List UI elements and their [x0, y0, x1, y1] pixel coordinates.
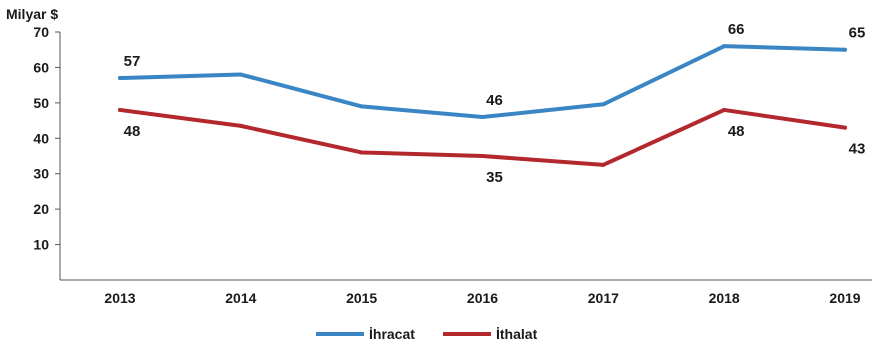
legend-label: İthalat — [496, 326, 538, 342]
data-label: 48 — [728, 123, 745, 140]
data-labels: 57 46 66 65 48 35 48 43 — [124, 21, 866, 186]
data-label: 43 — [849, 141, 866, 158]
legend: İhracat İthalat — [316, 326, 538, 342]
x-tick-label: 2015 — [346, 290, 377, 306]
series-line-1 — [118, 44, 847, 120]
y-tick-label: 30 — [33, 166, 49, 182]
unit-label: Milyar $ — [6, 6, 58, 22]
x-tick-label: 2016 — [467, 290, 498, 306]
data-label: 66 — [728, 21, 745, 38]
data-point — [722, 44, 727, 49]
data-label: 48 — [124, 123, 141, 140]
data-point — [238, 123, 243, 128]
data-point — [480, 154, 485, 158]
x-tick-label: 2013 — [104, 290, 135, 306]
data-point — [118, 107, 122, 112]
data-point — [118, 76, 122, 81]
y-tick-label: 20 — [33, 201, 49, 217]
y-tick-label: 70 — [33, 24, 49, 40]
data-label: 35 — [486, 169, 503, 186]
data-point — [359, 150, 364, 155]
y-tick-label: 50 — [33, 95, 49, 111]
data-point — [843, 47, 847, 52]
series-layer — [118, 44, 847, 167]
data-point — [601, 102, 606, 107]
y-tick-label: 40 — [33, 130, 49, 146]
x-tick-label: 2018 — [709, 290, 740, 306]
data-point — [601, 162, 606, 167]
x-tick-label: 2014 — [225, 290, 256, 306]
x-tick-label: 2017 — [588, 290, 619, 306]
y-axis-ticks: 10 20 30 40 50 60 70 — [33, 24, 60, 253]
y-tick-label: 10 — [33, 237, 49, 253]
data-point — [722, 107, 727, 112]
data-label: 57 — [124, 53, 141, 70]
legend-label: İhracat — [369, 326, 415, 342]
data-point — [359, 104, 364, 109]
x-axis-ticks: 2013 2014 2015 2016 2017 2018 2019 — [104, 290, 860, 306]
y-tick-label: 60 — [33, 59, 49, 75]
data-point — [238, 72, 243, 77]
data-label: 46 — [486, 92, 503, 109]
data-point — [480, 115, 485, 120]
data-label: 65 — [849, 25, 866, 42]
data-point — [843, 125, 847, 130]
x-tick-label: 2019 — [829, 290, 860, 306]
